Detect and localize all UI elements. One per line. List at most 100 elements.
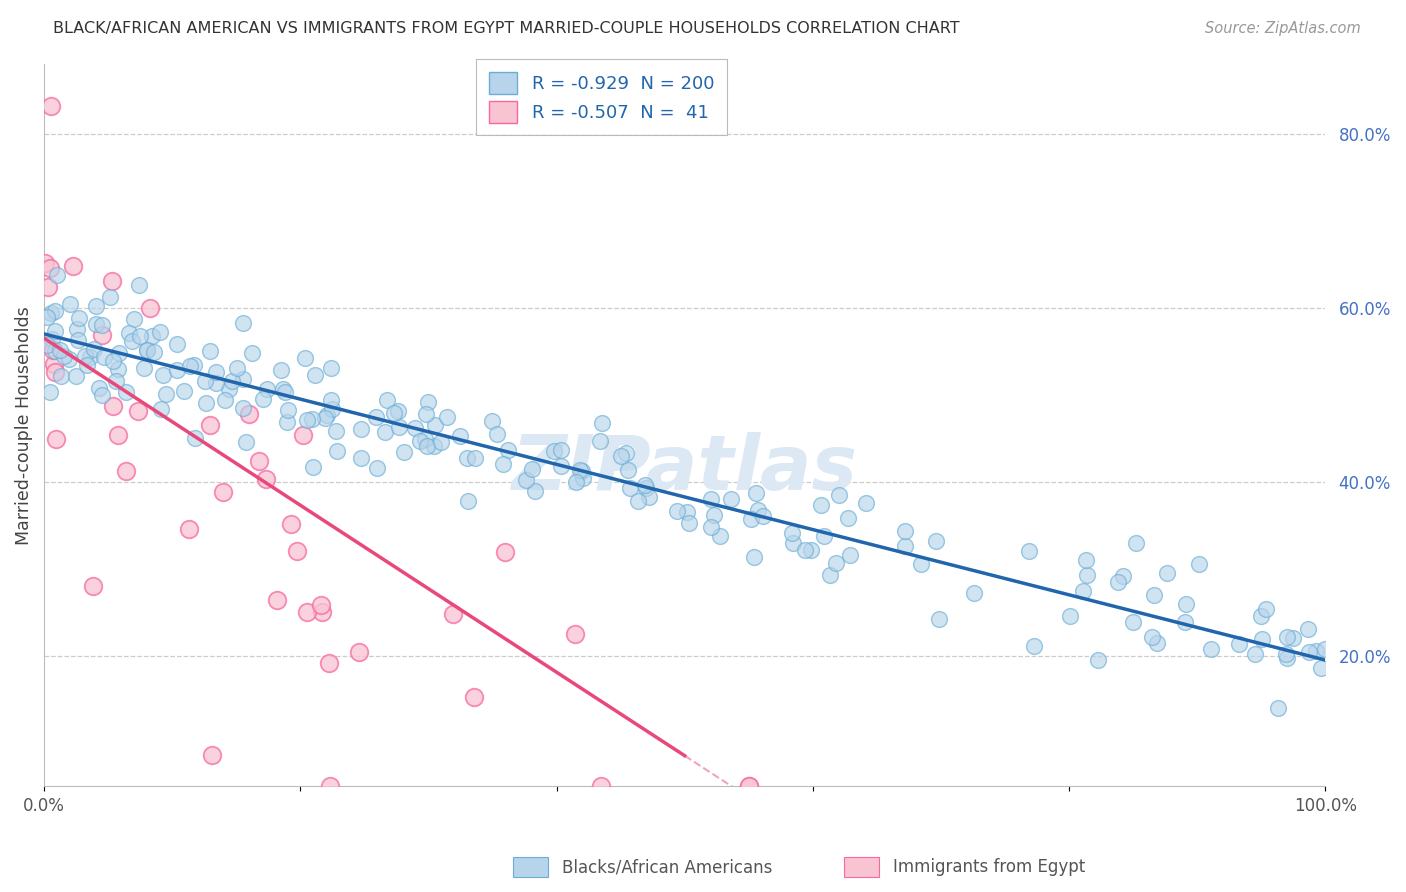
Point	[179, 522, 201, 536]
Point	[117, 326, 139, 341]
Point	[543, 444, 565, 458]
Point	[115, 385, 138, 400]
Point	[564, 627, 586, 641]
Point	[745, 486, 768, 500]
Point	[93, 350, 115, 364]
Point	[1112, 569, 1135, 583]
Point	[67, 311, 90, 326]
Point	[1250, 609, 1272, 624]
Point	[235, 435, 257, 450]
Point	[141, 328, 163, 343]
Point	[550, 443, 572, 458]
Point	[441, 607, 464, 622]
Point	[225, 361, 247, 376]
Point	[309, 598, 332, 612]
Point	[179, 359, 201, 374]
Point	[1256, 602, 1278, 616]
Point	[84, 317, 107, 331]
Point	[463, 690, 485, 704]
Point	[326, 444, 349, 458]
Point	[76, 358, 98, 372]
Point	[1059, 609, 1081, 624]
Point	[321, 402, 343, 417]
Point	[101, 399, 124, 413]
Point	[193, 374, 215, 388]
Point	[152, 368, 174, 382]
Point	[436, 410, 458, 425]
Point	[634, 481, 657, 495]
Text: BLACK/AFRICAN AMERICAN VS IMMIGRANTS FROM EGYPT MARRIED-COUPLE HOUSEHOLDS CORREL: BLACK/AFRICAN AMERICAN VS IMMIGRANTS FRO…	[53, 21, 960, 36]
Point	[138, 301, 160, 316]
Point	[232, 316, 254, 330]
Point	[316, 408, 339, 422]
Point	[481, 414, 503, 428]
Point	[108, 346, 131, 360]
Point	[794, 543, 817, 558]
Point	[825, 556, 848, 570]
Point	[928, 612, 950, 626]
Point	[610, 449, 633, 463]
Point	[350, 451, 373, 466]
Legend: R = -0.929  N = 200, R = -0.507  N =  41: R = -0.929 N = 200, R = -0.507 N = 41	[475, 59, 727, 136]
Point	[65, 369, 87, 384]
Point	[747, 503, 769, 517]
Point	[366, 461, 388, 475]
Point	[295, 412, 318, 426]
Point	[221, 374, 243, 388]
Point	[319, 361, 342, 376]
Point	[242, 346, 264, 360]
Point	[374, 425, 396, 439]
Point	[198, 343, 221, 358]
Point	[129, 329, 152, 343]
Point	[270, 363, 292, 377]
Point	[132, 360, 155, 375]
Point	[62, 260, 84, 274]
Point	[709, 529, 731, 543]
Point	[302, 459, 325, 474]
Point	[703, 508, 725, 523]
Point	[39, 99, 62, 113]
Point	[149, 401, 172, 416]
Point	[813, 529, 835, 543]
Point	[676, 505, 699, 519]
Point	[1074, 552, 1097, 566]
Point	[252, 392, 274, 406]
Point	[617, 463, 640, 477]
Point	[166, 337, 188, 351]
Point	[1146, 636, 1168, 650]
Point	[388, 420, 411, 434]
Point	[1250, 632, 1272, 647]
Point	[485, 426, 508, 441]
Point	[135, 343, 157, 357]
Text: Immigrants from Egypt: Immigrants from Egypt	[893, 858, 1085, 876]
Point	[247, 454, 270, 468]
Point	[274, 385, 297, 400]
Point	[44, 304, 66, 318]
Point	[304, 368, 326, 383]
Point	[568, 463, 591, 477]
Point	[404, 420, 426, 434]
Point	[1243, 647, 1265, 661]
Point	[780, 525, 803, 540]
Point	[58, 352, 80, 367]
Point	[415, 407, 437, 421]
Point	[105, 374, 128, 388]
Point	[53, 350, 76, 364]
Point	[633, 477, 655, 491]
Point	[347, 644, 370, 658]
Point	[184, 431, 207, 445]
Point	[375, 393, 398, 408]
Point	[315, 411, 337, 425]
Point	[238, 407, 260, 421]
Point	[232, 372, 254, 386]
Point	[678, 516, 700, 531]
Point	[44, 344, 66, 359]
Point	[416, 439, 439, 453]
Point	[457, 494, 479, 508]
Point	[1275, 630, 1298, 644]
Point	[1125, 536, 1147, 550]
Point	[429, 434, 451, 449]
Point	[524, 483, 547, 498]
Point	[627, 493, 650, 508]
Point	[589, 779, 612, 793]
